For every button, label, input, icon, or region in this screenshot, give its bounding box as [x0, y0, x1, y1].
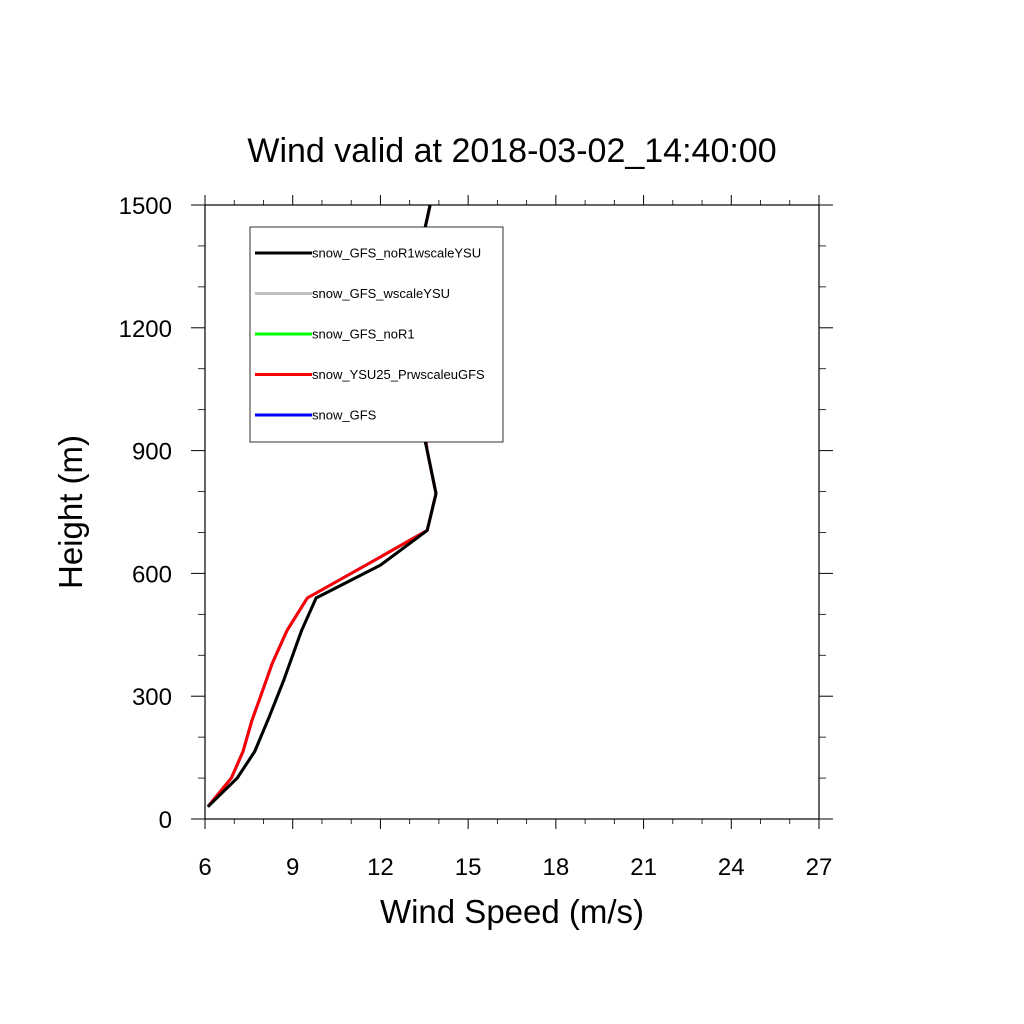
- plot-frame: [204, 204, 820, 820]
- x-tick-label: 27: [806, 854, 833, 881]
- x-tick-label: 21: [630, 854, 657, 881]
- x-tick-label: 18: [543, 854, 570, 881]
- x-tick-label: 9: [286, 854, 299, 881]
- x-tick-label: 12: [367, 854, 394, 881]
- y-tick-label: 0: [159, 807, 172, 834]
- legend: snow_GFS_noR1wscaleYSU snow_GFS_wscaleYSU…: [249, 226, 504, 443]
- legend-label: snow_YSU25_PrwscaleuGFS: [312, 367, 485, 382]
- y-tick-label: 1200: [119, 316, 172, 343]
- y-axis-label: Height (m): [52, 435, 89, 589]
- y-tick-label: 600: [132, 561, 172, 588]
- legend-label: snow_GFS_wscaleYSU: [312, 286, 450, 301]
- legend-label: snow_GFS: [312, 408, 377, 423]
- x-axis: 6 9 12 15 18 21 24 27: [198, 195, 832, 881]
- y-tick-label: 300: [132, 684, 172, 711]
- legend-label: snow_GFS_noR1: [312, 327, 415, 342]
- chart-title: Wind valid at 2018-03-02_14:40:00: [247, 132, 776, 170]
- y-tick-label: 1500: [119, 193, 172, 220]
- legend-label: snow_GFS_noR1wscaleYSU: [312, 246, 481, 261]
- y-tick-label: 900: [132, 439, 172, 466]
- y-axis: 0 300 600 900 1200 1500: [119, 193, 833, 834]
- x-tick-label: 15: [455, 854, 482, 881]
- x-tick-label: 24: [718, 854, 745, 881]
- x-axis-label: Wind Speed (m/s): [380, 893, 644, 930]
- x-tick-label: 6: [198, 854, 211, 881]
